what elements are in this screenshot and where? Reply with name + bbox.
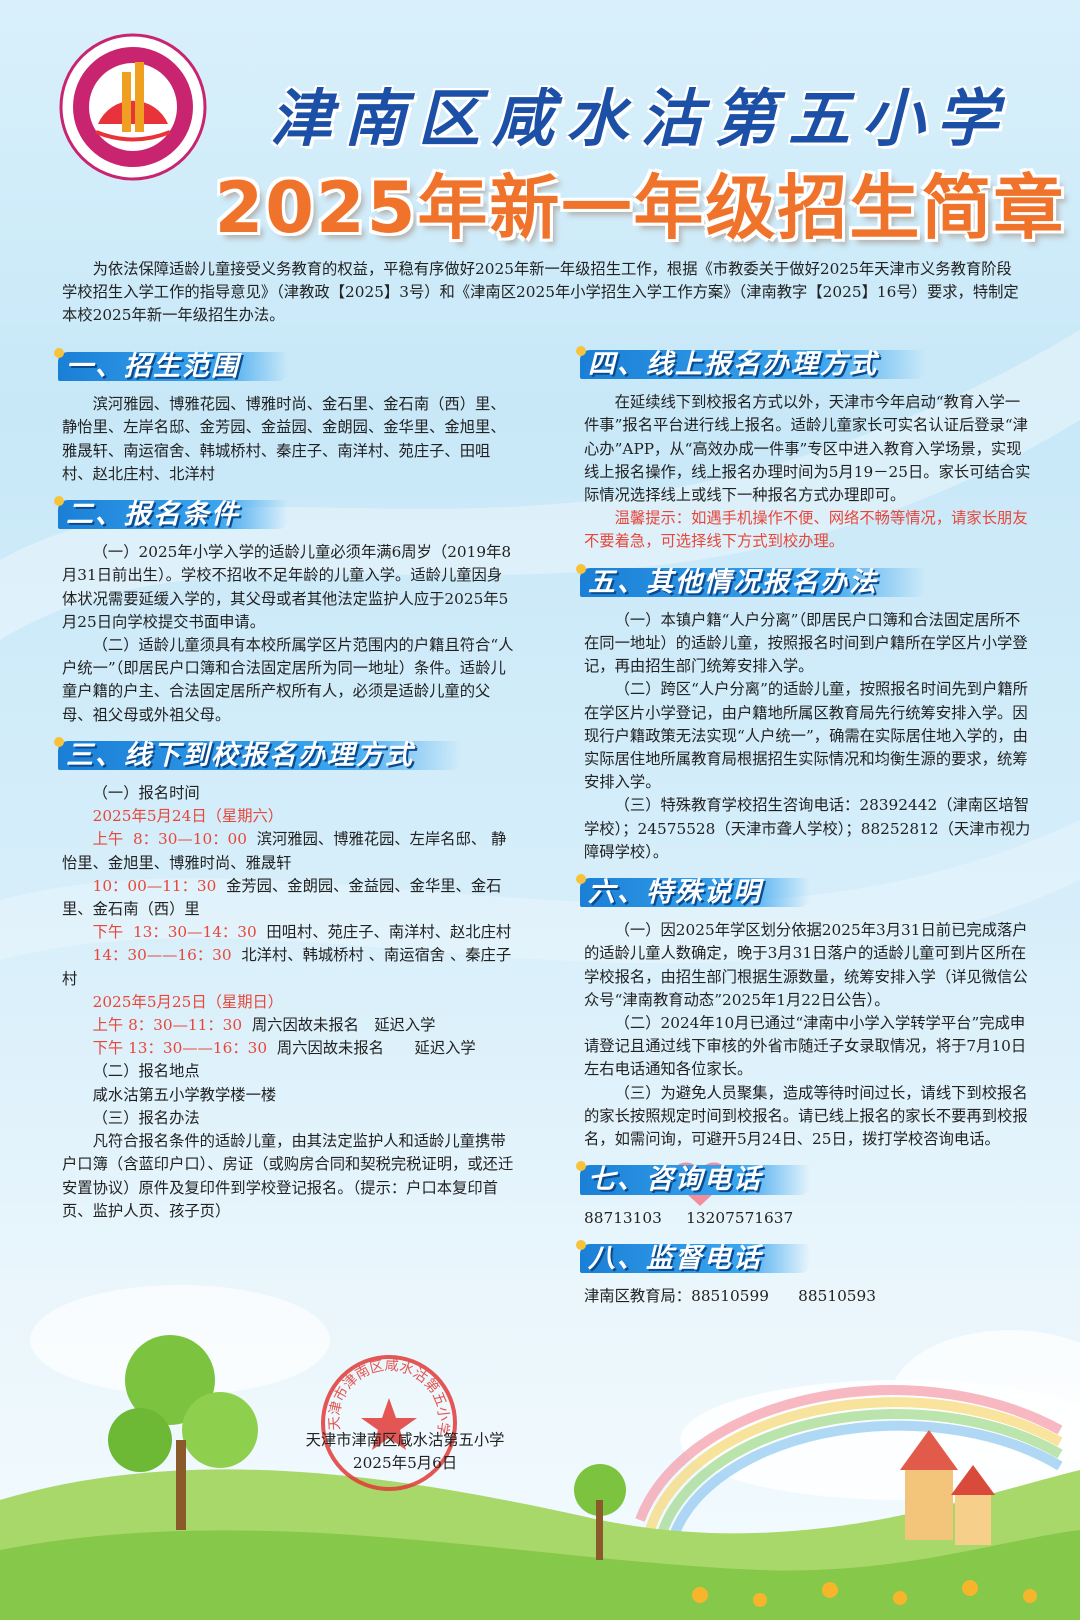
slot-areas: 金芳园、金朗园、金益园、金华里、金石里、金石南（西）里 xyxy=(62,876,502,919)
slot-areas: 滨河雅园、博雅花园、左岸名邸、 静怡里、金旭里、博雅时尚、雅晟轩 xyxy=(62,830,507,872)
signature: 天津市津南区咸水沽第五小学 xyxy=(305,1431,505,1449)
other-case-3: （三）特殊教育学校招生咨询电话：28392442（津南区培智学校）；245755… xyxy=(584,796,1031,861)
section-special-notes: 六、特殊说明 （一）因2025年学区划分依据2025年3月31日前已完成落户的适… xyxy=(576,874,1032,1151)
pm-label: 下午 xyxy=(92,1039,124,1058)
registration-method: 凡符合报名条件的适龄儿童，由其法定监护人和适龄儿童携带户口簿（含蓝印户口）、房证… xyxy=(62,1132,514,1220)
right-column: 四、线上报名办理方式 在延续线下到校报名方式以外，天津市今年启动“教育入学一件事… xyxy=(576,345,1032,1322)
slot-time: 8：30—11：30 xyxy=(128,1016,243,1035)
official-seal: 天津市津南区咸水沽第五小学 xyxy=(321,1355,457,1491)
special-note-1: （一）因2025年学区划分依据2025年3月31日前已完成落户的适龄儿童人数确定… xyxy=(584,921,1028,1009)
day-1: 2025年5月24日（星期六） xyxy=(92,807,284,826)
subhead-place: （二）报名地点 xyxy=(92,1062,200,1081)
section-title: 七、咨询电话 xyxy=(576,1161,810,1195)
warm-tip: 温馨提示：如遇手机操作不便、网络不畅等情况，请家长朋友不要着急，可选择线下方式到… xyxy=(584,509,1028,551)
other-case-2: （二）跨区“人户分离”的适龄儿童，按照报名时间先到户籍所在学区片小学登记，由户籍… xyxy=(584,680,1028,792)
slot-note: 周六因故未报名 延迟入学 xyxy=(276,1039,476,1058)
section-enrollment-area: 一、招生范围 滨河雅园、博雅花园、博雅时尚、金石里、金石南（西）里、静怡里、左岸… xyxy=(54,347,514,486)
section-title: 六、特殊说明 xyxy=(576,874,810,908)
slot-areas: 田咀村、苑庄子、南洋村、赵北庄村 xyxy=(266,923,512,942)
registration-place: 咸水沽第五小学教学楼一楼 xyxy=(92,1085,277,1104)
subhead-time: （一）报名时间 xyxy=(92,784,200,803)
slot-time: 13：30—14：30 xyxy=(132,923,257,942)
consult-phone-2: 13207571637 xyxy=(686,1208,794,1227)
other-case-1: （一）本镇户籍“人户分离”（即居民户口簿和合法固定居所不在同一地址）的适龄儿童，… xyxy=(584,610,1028,676)
area-list: 滨河雅园、博雅花园、博雅时尚、金石里、金石南（西）里、静怡里、左岸名邸、金芳园、… xyxy=(62,395,506,483)
section-title: 二、报名条件 xyxy=(54,495,288,530)
condition-1: （一）2025年小学入学的适龄儿童必须年满6周岁（2019年8月31日前出生）。… xyxy=(62,543,512,631)
special-note-3: （三）为避免人员聚集，造成等待时间过长，请线下到校报名的家长按照规定时间到校报名… xyxy=(584,1083,1028,1149)
supervision-phone-2: 88510593 xyxy=(798,1286,876,1305)
supervision-phone-1: 88510599 xyxy=(691,1286,769,1305)
day-2: 2025年5月25日（星期日） xyxy=(92,992,284,1011)
left-column: 一、招生范围 滨河雅园、博雅花园、博雅时尚、金石里、金石南（西）里、静怡里、左岸… xyxy=(54,347,514,1237)
section-supervision-phone: 八、监督电话 津南区教育局：88510599 88510593 xyxy=(576,1239,1032,1308)
am-label: 上午 xyxy=(92,1016,124,1035)
issue-date: 2025年5月6日 xyxy=(352,1454,458,1472)
section-offline-registration: 三、线下到校报名办理方式 （一）报名时间 2025年5月24日（星期六） 上午 … xyxy=(54,736,514,1223)
section-title: 三、线下到校报名办理方式 xyxy=(54,736,462,771)
section-title: 五、其他情况报名办法 xyxy=(576,563,926,597)
school-name: 津南区咸水沽第五小学 xyxy=(269,82,1010,155)
section-title: 四、线上报名办理方式 xyxy=(576,345,926,380)
section-conditions: 二、报名条件 （一）2025年小学入学的适龄儿童必须年满6周岁（2019年8月3… xyxy=(54,495,514,727)
am-label: 上午 xyxy=(92,830,124,849)
slot-time: 13：30——16：30 xyxy=(128,1039,268,1058)
slot-areas: 北洋村、韩城桥村 、南运宿舍 、秦庄子村 xyxy=(62,946,512,988)
online-text: 在延续线下到校报名方式以外，天津市今年启动“教育入学一件事”报名平台进行线上报名… xyxy=(584,393,1031,505)
intro-paragraph: 为依法保障适龄儿童接受义务教育的权益，平稳有序做好2025年新一年级招生工作，根… xyxy=(62,260,1019,324)
section-title: 一、招生范围 xyxy=(54,347,288,382)
poster-title: 2025年新一年级招生简章 xyxy=(214,167,1066,249)
slot-time: 10：00—11：30 xyxy=(92,876,217,895)
slot-time: 8：30—10：00 xyxy=(132,830,247,849)
pm-label: 下午 xyxy=(92,923,124,942)
section-online-registration: 四、线上报名办理方式 在延续线下到校报名方式以外，天津市今年启动“教育入学一件事… xyxy=(576,345,1032,554)
school-logo xyxy=(59,33,207,181)
slot-time: 14：30——16：30 xyxy=(92,946,232,965)
section-consult-phone: 七、咨询电话 88713103 13207571637 xyxy=(576,1161,1032,1229)
subhead-method: （三）报名办法 xyxy=(92,1108,200,1127)
special-note-2: （二）2024年10月已通过“津南中小学入学转学平台”完成申请登记且通过线下审核… xyxy=(584,1014,1027,1079)
section-title: 八、监督电话 xyxy=(576,1239,810,1273)
supervision-label: 津南区教育局： xyxy=(584,1286,692,1305)
section-other-cases: 五、其他情况报名办法 （一）本镇户籍“人户分离”（即居民户口簿和合法固定居所不在… xyxy=(576,563,1032,864)
condition-2: （二）适龄儿童须具有本校所属学区片范围内的户籍且符合“人户统一”（即居民户口簿和… xyxy=(62,636,514,724)
slot-note: 周六因故未报名 延迟入学 xyxy=(251,1016,436,1035)
consult-phone-1: 88713103 xyxy=(584,1208,662,1227)
